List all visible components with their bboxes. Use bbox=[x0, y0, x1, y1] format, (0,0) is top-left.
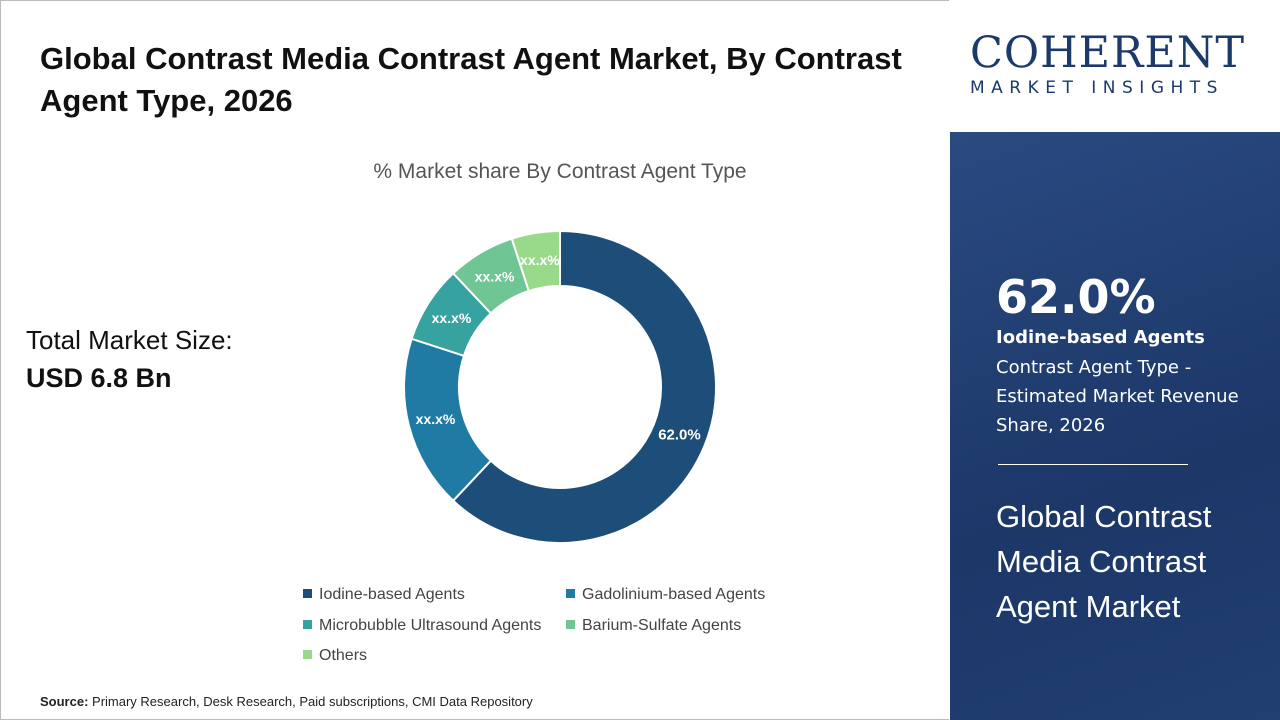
legend-swatch bbox=[566, 620, 575, 629]
logo: COHERENT MARKET INSIGHTS bbox=[950, 0, 1280, 132]
legend-label: Gadolinium-based Agents bbox=[582, 586, 766, 603]
source-text: Primary Research, Desk Research, Paid su… bbox=[92, 694, 533, 709]
data-label: xx.x% bbox=[520, 252, 560, 268]
source-note: Source: Primary Research, Desk Research,… bbox=[40, 694, 533, 709]
donut-chart: 62.0% xx.x% xx.x% xx.x% xx.x% bbox=[403, 229, 717, 544]
legend-label: Barium-Sulfate Agents bbox=[582, 617, 742, 634]
data-label: xx.x% bbox=[475, 268, 515, 284]
legend-swatch bbox=[303, 650, 312, 659]
legend-item: Iodine-based Agents bbox=[303, 586, 465, 604]
legend-label: Microbubble Ultrasound Agents bbox=[319, 617, 542, 634]
legend-swatch bbox=[566, 589, 575, 598]
legend-swatch bbox=[303, 589, 312, 598]
data-label: xx.x% bbox=[416, 411, 456, 427]
highlight-segment: Iodine-based Agents bbox=[996, 327, 1205, 348]
logo-name: COHERENT bbox=[970, 28, 1246, 78]
source-label: Source: bbox=[40, 694, 89, 709]
data-label: 62.0% bbox=[658, 426, 701, 443]
donut-slice bbox=[510, 229, 561, 293]
legend-label: Iodine-based Agents bbox=[319, 586, 465, 603]
page-title: Global Contrast Media Contrast Agent Mar… bbox=[40, 41, 902, 118]
legend-item: Gadolinium-based Agents bbox=[566, 586, 765, 604]
legend-swatch bbox=[303, 620, 312, 629]
highlight-percent: 62.0% bbox=[996, 270, 1156, 324]
legend-item: Microbubble Ultrasound Agents bbox=[303, 617, 541, 635]
donut-slice bbox=[451, 229, 717, 544]
market-name: Global Contrast Media Contrast Agent Mar… bbox=[996, 499, 1212, 624]
data-label: xx.x% bbox=[432, 310, 472, 326]
logo-tagline: MARKET INSIGHTS bbox=[970, 78, 1224, 98]
legend-item: Barium-Sulfate Agents bbox=[566, 617, 741, 635]
total-market-value: USD 6.8 Bn bbox=[26, 363, 172, 393]
divider bbox=[998, 464, 1188, 465]
highlight-description: Contrast Agent Type - Estimated Market R… bbox=[996, 357, 1239, 436]
chart-title: % Market share By Contrast Agent Type bbox=[373, 160, 747, 183]
highlight-panel: 62.0% Iodine-based Agents Contrast Agent… bbox=[950, 132, 1280, 720]
legend-item: Others bbox=[303, 647, 367, 665]
total-market-label: Total Market Size: bbox=[26, 325, 233, 355]
legend-label: Others bbox=[319, 647, 368, 664]
